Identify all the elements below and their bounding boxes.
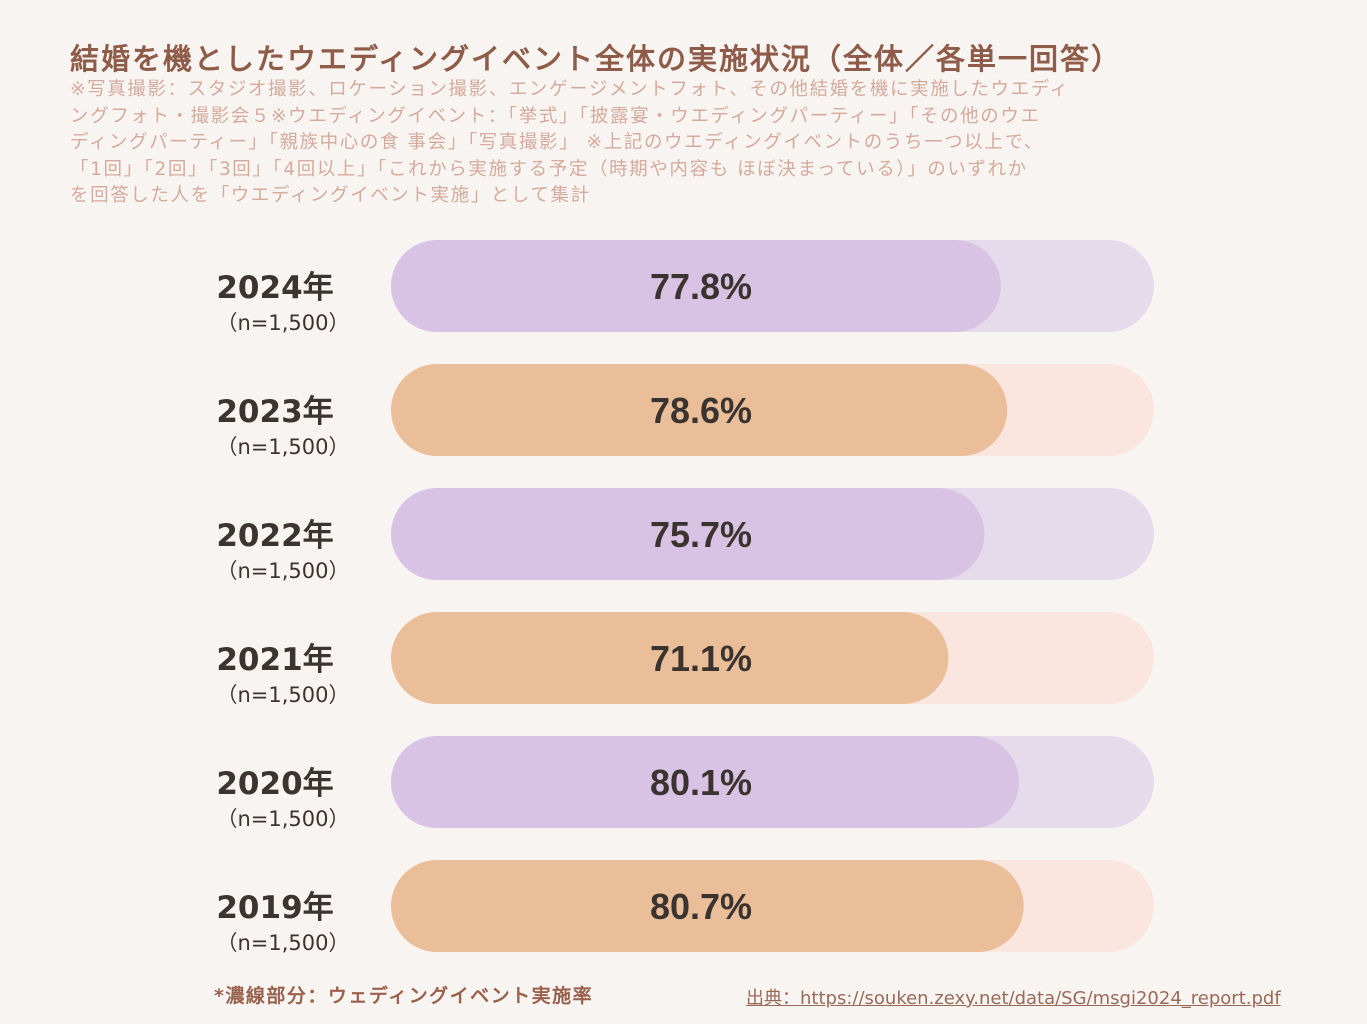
sample-size-label: （n=1,500） — [216, 435, 349, 459]
bar — [391, 612, 949, 704]
value-label: 75.7% — [650, 514, 752, 555]
bar-group: 80.1% 2020年 （n=1,500） — [216, 736, 1154, 831]
note-line: ングフォト・撮影会５※ウエディングイベント：「挙式」「披露宴・ウエディングパーテ… — [70, 105, 1041, 127]
bar — [391, 736, 1019, 828]
bar-group: 80.7% 2019年 （n=1,500） — [216, 860, 1154, 955]
category-label: 2023年 — [216, 394, 333, 430]
bar-group: 75.7% 2022年 （n=1,500） — [216, 488, 1154, 583]
chart-note: ※写真撮影：スタジオ撮影、ロケーション撮影、エンゲージメントフォト、その他結婚を… — [70, 77, 1310, 210]
bar — [391, 240, 1001, 332]
value-label: 80.7% — [650, 886, 752, 927]
category-label: 2020年 — [216, 766, 333, 802]
bar-group: 77.8% 2024年 （n=1,500） — [216, 240, 1154, 335]
value-label: 71.1% — [650, 638, 752, 679]
note-line: ディングパーティー」「親族中心の食 事会」「写真撮影」 ※上記のウエディングイベ… — [70, 132, 1044, 153]
category-label: 2022年 — [216, 518, 333, 554]
bar-group: 71.1% 2021年 （n=1,500） — [216, 612, 1154, 707]
value-label: 77.8% — [650, 266, 752, 307]
note-line: を回答した人を「ウエディングイベント実施」として集計 — [70, 185, 591, 206]
category-label: 2021年 — [216, 642, 333, 678]
chart-title: 結婚を機としたウエディングイベント全体の実施状況（全体／各単一回答） — [70, 42, 1122, 76]
sample-size-label: （n=1,500） — [216, 807, 349, 831]
category-label: 2024年 — [216, 270, 333, 306]
source-link[interactable]: 出典：https://souken.zexy.net/data/SG/msgi2… — [746, 988, 1281, 1009]
value-label: 80.1% — [650, 762, 752, 803]
value-label: 78.6% — [650, 390, 752, 431]
legend-note: *濃線部分：ウェディングイベント実施率 — [214, 985, 594, 1007]
bar — [391, 364, 1008, 456]
bar — [391, 488, 985, 580]
sample-size-label: （n=1,500） — [216, 683, 349, 707]
bar — [391, 860, 1024, 952]
sample-size-label: （n=1,500） — [216, 931, 349, 955]
note-line: ※写真撮影：スタジオ撮影、ロケーション撮影、エンゲージメントフォト、その他結婚を… — [70, 79, 1070, 100]
note-line: 「1回」「2回」「3回」「4回以上」「これから実施する予定（時期や内容も ほぼ決… — [70, 158, 1028, 180]
sample-size-label: （n=1,500） — [216, 559, 349, 583]
sample-size-label: （n=1,500） — [216, 311, 349, 335]
bar-group: 78.6% 2023年 （n=1,500） — [216, 364, 1154, 459]
category-label: 2019年 — [216, 890, 333, 926]
